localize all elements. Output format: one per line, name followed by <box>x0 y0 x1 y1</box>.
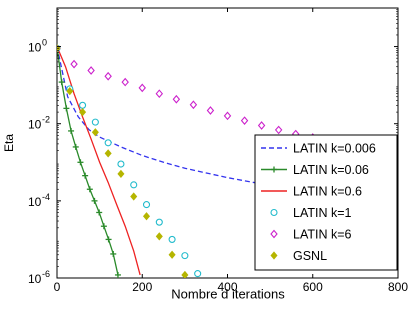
data-point <box>142 212 151 221</box>
y-tick-exponent: -6 <box>42 269 50 279</box>
series-latin-k-0-6 <box>57 46 141 276</box>
legend: LATIN k=0.006 LATIN k=0.06 LATIN k=0.6 LATI… <box>254 134 398 271</box>
data-point <box>104 149 112 158</box>
x-axis-label: Nombre d iterations <box>171 287 285 302</box>
series-line <box>57 46 119 276</box>
legend-label: LATIN k=0.6 <box>293 185 362 199</box>
legend-label: LATIN k=0.06 <box>293 163 369 177</box>
data-point <box>181 252 189 260</box>
x-tick-label: 0 <box>54 280 61 294</box>
y-axis-label: Eta <box>2 134 16 152</box>
legend-item: LATIN k=0.6 <box>261 185 362 199</box>
data-point <box>168 250 176 259</box>
legend-item: LATIN k=0.06 <box>261 163 369 177</box>
data-point <box>240 116 249 126</box>
legend-label: LATIN k=0.006 <box>293 142 376 156</box>
legend-box <box>254 134 398 271</box>
data-point <box>189 100 198 110</box>
series-latin-k-1 <box>57 44 202 278</box>
legend-item: LATIN k=6 <box>270 228 352 242</box>
data-point <box>172 94 181 104</box>
x-tick-label: 800 <box>388 280 408 294</box>
legend-marker <box>270 229 278 239</box>
legend-label: GSNL <box>293 249 327 263</box>
y-tick-label: 10 <box>28 195 42 209</box>
y-tick-exponent: -4 <box>42 192 50 202</box>
data-point <box>138 83 146 93</box>
data-point <box>155 232 163 241</box>
x-tick-label: 600 <box>303 280 323 294</box>
data-point <box>130 181 138 189</box>
series-latin-k-0-06 <box>57 43 121 278</box>
data-point <box>274 125 283 135</box>
data-point <box>142 201 151 209</box>
data-point <box>58 79 65 86</box>
data-point <box>155 89 164 99</box>
data-point <box>155 218 163 226</box>
series-line <box>57 46 382 206</box>
data-point <box>68 127 75 134</box>
data-point <box>130 192 138 201</box>
data-point <box>96 209 103 216</box>
data-point <box>72 143 79 150</box>
data-point <box>100 223 107 230</box>
data-point <box>121 77 129 87</box>
data-point <box>79 107 87 117</box>
y-tick-label: 10 <box>28 118 42 132</box>
data-point <box>87 66 95 75</box>
y-tick-label: 10 <box>28 272 42 286</box>
series-layer <box>57 43 382 278</box>
legend-item: LATIN k=1 <box>270 206 352 220</box>
data-point <box>181 270 189 278</box>
y-tick-label: 10 <box>28 41 42 55</box>
data-point <box>70 59 78 69</box>
series-latin-k-0-006 <box>57 46 382 206</box>
x-tick-label: 400 <box>217 280 237 294</box>
legend-item: GSNL <box>270 249 327 263</box>
data-point <box>257 121 266 130</box>
data-point <box>223 111 232 121</box>
legend-label: LATIN k=6 <box>293 228 352 242</box>
data-point <box>105 236 112 243</box>
legend-item: LATIN k=0.006 <box>261 142 376 156</box>
data-point <box>194 270 202 278</box>
legend-label: LATIN k=1 <box>293 206 352 220</box>
data-point <box>91 118 99 126</box>
y-tick-exponent: -2 <box>42 115 50 125</box>
legend-marker <box>270 251 278 260</box>
legend-marker <box>270 208 278 217</box>
data-point <box>63 105 70 112</box>
data-point <box>114 271 121 278</box>
data-point <box>79 101 87 109</box>
data-point <box>82 172 89 179</box>
data-point <box>86 186 93 193</box>
data-point <box>117 160 125 168</box>
legend-marker <box>271 166 277 173</box>
data-point <box>104 71 112 81</box>
data-point <box>77 159 84 166</box>
data-point <box>117 169 125 179</box>
series-line <box>57 46 141 276</box>
x-tick-label: 200 <box>132 280 152 294</box>
data-point <box>91 128 99 137</box>
data-point <box>206 106 215 115</box>
data-point <box>104 139 112 147</box>
data-point <box>66 87 74 96</box>
data-point <box>110 250 117 257</box>
data-point <box>168 235 176 243</box>
data-point <box>91 197 98 204</box>
y-tick-exponent: 0 <box>42 38 47 48</box>
series-gsnl <box>57 44 189 278</box>
